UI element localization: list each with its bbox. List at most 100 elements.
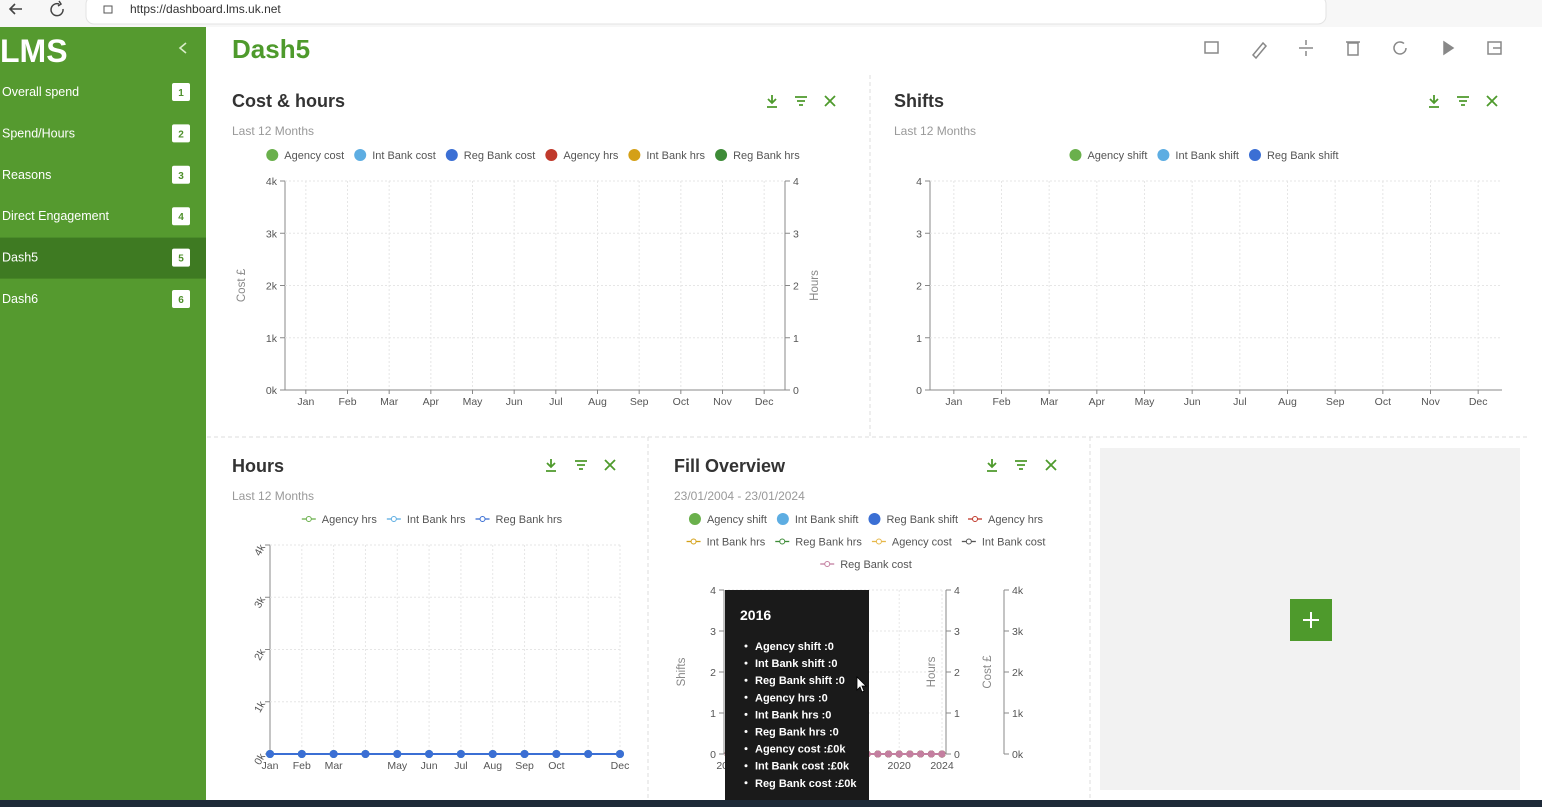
close-icon[interactable] bbox=[1486, 95, 1498, 107]
nav-item-label[interactable]: Spend/Hours bbox=[2, 126, 75, 140]
filter-icon[interactable] bbox=[575, 460, 587, 470]
x-tick-label: Mar bbox=[380, 396, 399, 408]
taskbar bbox=[0, 800, 1542, 807]
y-tick-label: 2 bbox=[916, 281, 922, 293]
legend-item[interactable]: Agency cost bbox=[266, 149, 344, 162]
download-icon[interactable] bbox=[1429, 95, 1439, 108]
legend-item[interactable]: Reg Bank cost bbox=[445, 149, 536, 162]
legend-item[interactable]: Int Bank hrs bbox=[686, 537, 766, 549]
legend-item[interactable]: Agency hrs bbox=[301, 514, 378, 526]
data-point bbox=[927, 750, 935, 758]
back-icon[interactable] bbox=[8, 3, 22, 15]
download-icon[interactable] bbox=[987, 459, 997, 472]
refresh-icon[interactable] bbox=[50, 0, 64, 17]
legend-label: Reg Bank shift bbox=[1267, 150, 1339, 162]
legend-item[interactable]: Agency cost bbox=[871, 537, 952, 549]
data-point bbox=[297, 750, 306, 758]
legend-item[interactable]: Int Bank hrs bbox=[628, 149, 706, 162]
x-tick-label: Jan bbox=[297, 396, 314, 408]
tooltip-bullet bbox=[744, 712, 748, 716]
legend-item[interactable]: Int Bank shift bbox=[776, 513, 859, 526]
close-icon[interactable] bbox=[604, 459, 616, 471]
toolbar-icon[interactable] bbox=[1393, 41, 1407, 55]
x-tick-label: 2020 bbox=[888, 760, 912, 772]
legend-label: Int Bank shift bbox=[1175, 150, 1239, 162]
nav-item-label[interactable]: Dash6 bbox=[2, 292, 38, 306]
address-bar[interactable] bbox=[85, 0, 1327, 25]
x-tick-label: Mar bbox=[325, 760, 344, 772]
legend-item[interactable]: Reg Bank hrs bbox=[715, 149, 800, 162]
legend-item[interactable]: Int Bank shift bbox=[1157, 149, 1239, 162]
nav-badge bbox=[172, 165, 190, 184]
tooltip-line: Reg Bank hrs :0 bbox=[755, 727, 839, 739]
legend-item[interactable]: Reg Bank hrs bbox=[775, 537, 862, 549]
legend-item[interactable]: Int Bank cost bbox=[961, 537, 1046, 549]
legend-label: Agency hrs bbox=[322, 514, 378, 526]
tooltip-line: Reg Bank shift :0 bbox=[755, 675, 845, 687]
nav-badge-number: 1 bbox=[178, 88, 184, 99]
data-point bbox=[552, 750, 561, 758]
close-icon[interactable] bbox=[824, 95, 836, 107]
x-tick-label: Jul bbox=[454, 760, 467, 772]
legend-item[interactable]: Agency shift bbox=[688, 513, 767, 526]
legend-item[interactable]: Reg Bank hrs bbox=[475, 514, 563, 526]
widget-title: Shifts bbox=[894, 91, 944, 111]
nav-badge bbox=[172, 83, 190, 101]
widget-subtitle: 23/01/2004 - 23/01/2024 bbox=[674, 489, 805, 503]
legend-item[interactable]: Agency hrs bbox=[545, 149, 619, 162]
data-point bbox=[425, 750, 434, 758]
download-icon[interactable] bbox=[546, 459, 556, 472]
y-tick-label: 0 bbox=[710, 749, 716, 761]
close-icon[interactable] bbox=[1045, 459, 1057, 471]
nav-item-label[interactable]: Reasons bbox=[2, 168, 51, 182]
widget-title: Fill Overview bbox=[674, 456, 786, 476]
legend-marker bbox=[305, 516, 312, 522]
y-tick-label: 4k bbox=[252, 542, 268, 558]
legend-item[interactable]: Int Bank hrs bbox=[386, 514, 466, 526]
separators bbox=[207, 75, 1530, 800]
nav-item-label[interactable]: Overall spend bbox=[2, 85, 79, 99]
nav-item-label[interactable]: Dash5 bbox=[2, 251, 38, 265]
toolbar-icon[interactable] bbox=[1299, 40, 1313, 56]
nav-badge-number: 4 bbox=[178, 212, 184, 223]
legend-item[interactable]: Reg Bank shift bbox=[868, 513, 958, 526]
legend-label: Agency cost bbox=[284, 150, 344, 162]
y-tick-label: 4 bbox=[793, 176, 799, 188]
data-point bbox=[393, 750, 402, 758]
legend-label: Int Bank cost bbox=[372, 150, 436, 162]
y-tick-label: 3 bbox=[710, 626, 716, 638]
filter-icon[interactable] bbox=[1015, 460, 1027, 470]
x-tick-label: Nov bbox=[1421, 396, 1440, 408]
y-tick-label: 0k bbox=[1012, 749, 1024, 761]
legend-label: Agency cost bbox=[892, 537, 952, 549]
data-point bbox=[329, 750, 338, 758]
toolbar-icon[interactable] bbox=[1251, 41, 1268, 60]
toolbar-icon[interactable] bbox=[1204, 41, 1219, 54]
y-tick-label: 2 bbox=[793, 281, 799, 293]
legend-marker bbox=[390, 516, 397, 522]
legend-item[interactable]: Agency hrs bbox=[968, 514, 1044, 526]
lock-icon bbox=[103, 5, 113, 14]
legend-item[interactable]: Int Bank cost bbox=[354, 149, 436, 162]
x-tick-label: Jan bbox=[262, 760, 279, 772]
legend-marker bbox=[1069, 149, 1082, 161]
legend-item[interactable]: Reg Bank cost bbox=[820, 559, 912, 571]
toolbar-icon[interactable] bbox=[1346, 41, 1360, 56]
legend-item[interactable]: Agency shift bbox=[1069, 149, 1147, 162]
filter-icon[interactable] bbox=[1457, 96, 1469, 106]
legend-label: Int Bank cost bbox=[982, 537, 1046, 549]
nav-badge-number: 3 bbox=[178, 171, 184, 182]
x-tick-label: Feb bbox=[293, 760, 311, 772]
download-icon[interactable] bbox=[767, 95, 777, 108]
collapse-icon[interactable] bbox=[178, 42, 187, 54]
filter-icon[interactable] bbox=[795, 96, 807, 106]
tooltip bbox=[725, 590, 869, 800]
y-tick-label: 2 bbox=[954, 667, 960, 679]
nav-item-label[interactable]: Direct Engagement bbox=[2, 209, 110, 223]
toolbar-icon[interactable] bbox=[1443, 40, 1455, 56]
legend-item[interactable]: Reg Bank shift bbox=[1248, 149, 1339, 162]
toolbar-icon[interactable] bbox=[1487, 41, 1502, 55]
x-tick-label: Dec bbox=[755, 396, 774, 408]
legend-marker bbox=[266, 149, 279, 161]
x-tick-label: Sep bbox=[1326, 396, 1345, 408]
